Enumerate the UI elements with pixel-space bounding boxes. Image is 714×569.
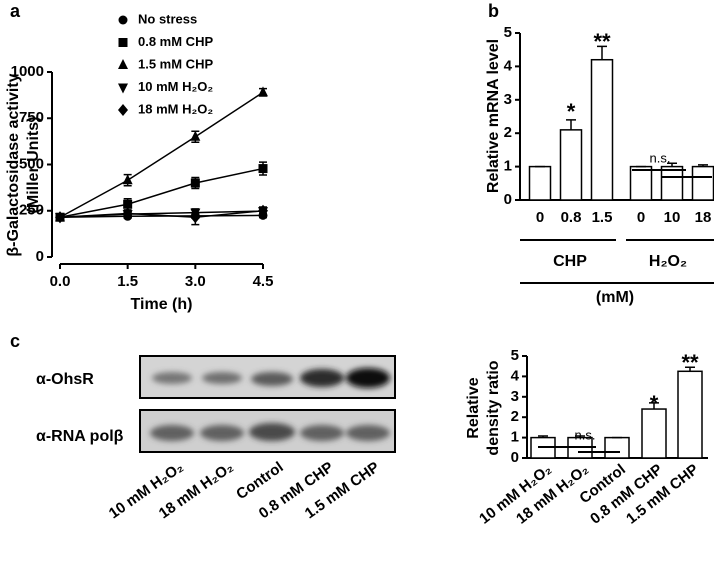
bar <box>590 58 614 201</box>
y-tick-label: 3 <box>504 91 512 108</box>
x-tick-label: 0 <box>637 209 645 226</box>
marker <box>258 86 268 97</box>
series-line <box>59 91 264 218</box>
x-tick-label: 1.5 <box>592 209 613 226</box>
x-tick-label: 1.5 <box>117 273 138 290</box>
marker <box>258 204 268 217</box>
annotation: n.s. <box>650 150 671 165</box>
legend-marker <box>118 59 128 69</box>
panel-label: c <box>10 331 20 351</box>
legend-label: 0.8 mM CHP <box>138 34 213 49</box>
error-bar <box>597 45 607 60</box>
unit-label: (mM) <box>596 289 634 306</box>
annotation: n.s. <box>575 427 596 442</box>
legend-marker <box>118 83 128 94</box>
y-tick-label: 4 <box>511 367 520 384</box>
bar <box>677 370 703 459</box>
y-tick-label: 1 <box>504 158 512 175</box>
y-tick-label: 0 <box>504 191 512 208</box>
y-tick-label: 2 <box>511 408 519 425</box>
y-tick-label: 250 <box>19 202 44 219</box>
annotation: ** <box>681 350 699 375</box>
x-tick-label: 18 <box>695 209 712 226</box>
blot-image <box>139 355 396 453</box>
group-label: H₂O₂ <box>649 253 687 270</box>
y-tick-label: 5 <box>511 347 519 364</box>
bar <box>660 165 684 201</box>
annotation: * <box>650 391 659 416</box>
marker <box>122 174 133 185</box>
error-bar <box>667 162 677 167</box>
bar <box>528 165 552 201</box>
marker <box>190 211 201 224</box>
y-tick-label: 4 <box>504 57 513 74</box>
legend-label: 18 mM H₂O₂ <box>138 101 213 116</box>
y-tick-label: 500 <box>19 155 44 172</box>
bar <box>604 436 630 459</box>
bar <box>641 408 667 459</box>
series-line <box>59 210 264 218</box>
y-tick-label: 0 <box>511 449 519 466</box>
marker <box>190 130 201 141</box>
x-tick-label: 0.0 <box>50 273 71 290</box>
y-axis-label: Relative <box>465 377 482 438</box>
y-tick-label: 0 <box>36 248 44 265</box>
legend-marker <box>118 15 128 25</box>
annotation: * <box>567 99 576 124</box>
y-axis-label: density ratio <box>485 360 502 455</box>
y-axis-label: β-Galactosidase activity <box>5 73 22 256</box>
x-tick-label: 4.5 <box>253 273 274 290</box>
y-tick-label: 1 <box>511 429 519 446</box>
error-bar <box>685 366 695 372</box>
y-tick-label: 3 <box>511 388 519 405</box>
legend-marker <box>118 38 128 47</box>
y-tick-label: 5 <box>504 24 512 41</box>
x-tick-label: 3.0 <box>185 273 206 290</box>
x-tick-label: 0.8 <box>561 209 582 226</box>
error-bar <box>538 435 548 438</box>
blot-row-label: α-RNA polβ <box>36 428 124 445</box>
error-bar <box>575 435 585 438</box>
legend-label: No stress <box>138 11 197 26</box>
x-tick-label: 0 <box>536 209 544 226</box>
bar <box>629 165 653 201</box>
error-bar <box>566 119 576 130</box>
bar <box>691 165 714 201</box>
marker <box>123 199 133 209</box>
legend-marker <box>118 104 128 116</box>
error-bar <box>649 402 659 410</box>
legend-label: 1.5 mM CHP <box>138 56 213 71</box>
group-label: CHP <box>553 253 587 270</box>
blot-row-label: α-OhsR <box>36 371 94 388</box>
panel-label: a <box>10 1 21 21</box>
x-tick-label: 10 <box>664 209 681 226</box>
marker <box>190 178 200 188</box>
bar <box>559 129 583 201</box>
y-tick-label: 1000 <box>11 63 44 80</box>
annotation: ** <box>593 29 611 54</box>
marker <box>55 211 65 224</box>
y-axis-label: Relative mRNA level <box>485 39 502 193</box>
y-tick-label: 2 <box>504 124 512 141</box>
x-axis-label: Time (h) <box>131 296 193 313</box>
marker <box>258 164 268 174</box>
series-line <box>59 167 264 218</box>
legend-label: 10 mM H₂O₂ <box>138 79 213 94</box>
marker <box>122 207 133 220</box>
y-tick-label: 750 <box>19 109 44 126</box>
y-axis-label: (Miller Units) <box>25 117 42 214</box>
panel-label: b <box>488 1 499 21</box>
error-bar <box>698 164 708 167</box>
